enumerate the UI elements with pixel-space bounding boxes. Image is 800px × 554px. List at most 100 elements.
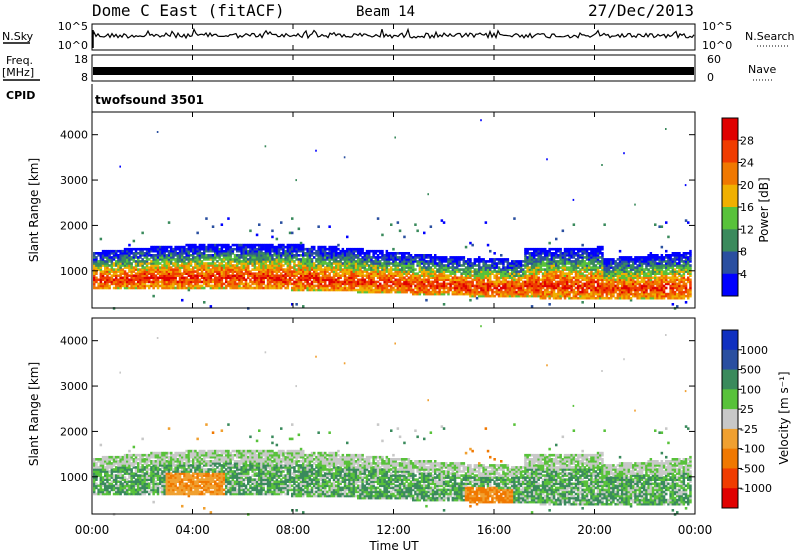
power-cell bbox=[295, 243, 298, 247]
power-cell bbox=[330, 270, 334, 273]
power-cell bbox=[326, 264, 329, 267]
power-cell bbox=[574, 292, 578, 296]
power-cell bbox=[385, 284, 389, 288]
power-cell bbox=[590, 252, 593, 255]
power-cell bbox=[341, 280, 345, 284]
power-cell bbox=[442, 286, 446, 290]
power-cell bbox=[442, 264, 446, 267]
power-cell bbox=[328, 272, 331, 275]
power-cell bbox=[192, 247, 195, 251]
power-cell bbox=[101, 262, 105, 265]
power-cell bbox=[159, 245, 162, 249]
power-cell bbox=[614, 272, 617, 275]
power-cell bbox=[178, 264, 182, 267]
power-cell bbox=[544, 282, 547, 286]
power-cell bbox=[343, 266, 347, 269]
power-cell bbox=[346, 252, 349, 255]
power-cell bbox=[634, 290, 637, 294]
power-cell bbox=[258, 252, 261, 255]
power-cell bbox=[280, 278, 283, 282]
power-cell bbox=[660, 266, 664, 269]
power-cell bbox=[614, 266, 617, 269]
power-cell bbox=[277, 247, 281, 251]
power-cell bbox=[414, 272, 417, 275]
power-cell bbox=[418, 286, 422, 290]
power-cell bbox=[299, 260, 303, 263]
power-cell bbox=[599, 245, 602, 249]
power-cell bbox=[588, 272, 591, 275]
power-cell bbox=[253, 268, 257, 271]
power-cell bbox=[121, 252, 125, 255]
power-cell bbox=[346, 280, 349, 284]
power-cell bbox=[409, 264, 413, 267]
power-cell bbox=[594, 296, 598, 300]
power-cell bbox=[299, 274, 303, 277]
power-cell bbox=[643, 280, 646, 284]
power-cell bbox=[497, 292, 501, 296]
power-cell bbox=[416, 229, 419, 233]
power-cell bbox=[482, 288, 485, 292]
power-cell bbox=[504, 290, 507, 294]
power-cell bbox=[610, 294, 613, 298]
power-cell bbox=[526, 282, 529, 286]
power-cell bbox=[299, 284, 303, 288]
power-cell bbox=[372, 272, 375, 275]
power-cell bbox=[566, 294, 569, 298]
power-cell bbox=[596, 290, 600, 294]
power-cell bbox=[581, 278, 584, 282]
power-cell bbox=[524, 290, 527, 294]
power-cell bbox=[106, 270, 109, 273]
power-cell bbox=[390, 223, 393, 226]
power-cell bbox=[170, 256, 173, 259]
power-cell bbox=[506, 282, 510, 286]
power-cell bbox=[475, 288, 479, 292]
power-cell bbox=[405, 252, 408, 255]
power-cell bbox=[198, 247, 202, 251]
power-cell bbox=[423, 292, 426, 296]
power-cell bbox=[264, 145, 267, 148]
power-cell bbox=[572, 292, 576, 296]
power-cell bbox=[552, 278, 556, 282]
power-cell bbox=[225, 252, 228, 255]
power-cell bbox=[277, 266, 281, 269]
power-cell bbox=[504, 280, 507, 284]
power-cell bbox=[225, 258, 228, 261]
power-cell bbox=[332, 276, 336, 280]
power-cell bbox=[599, 292, 602, 296]
power-cell bbox=[660, 282, 664, 286]
power-cell bbox=[156, 131, 159, 133]
power-cell bbox=[363, 264, 367, 267]
power-cell bbox=[581, 272, 584, 275]
power-cell bbox=[266, 278, 270, 282]
power-cell bbox=[526, 290, 529, 294]
power-cell bbox=[634, 292, 637, 296]
power-cell bbox=[649, 284, 653, 288]
power-cell bbox=[174, 254, 177, 257]
power-cell bbox=[636, 296, 639, 300]
power-cell bbox=[346, 268, 349, 271]
power-cell bbox=[640, 258, 644, 261]
power-cell bbox=[550, 294, 554, 298]
power-cell bbox=[187, 270, 191, 273]
power-cell bbox=[238, 286, 241, 290]
power-cell bbox=[297, 264, 301, 267]
power-cell bbox=[161, 278, 164, 282]
power-cell bbox=[321, 254, 325, 257]
power-cell bbox=[599, 260, 602, 263]
power-cell bbox=[561, 284, 565, 288]
power-cell bbox=[273, 258, 276, 261]
power-cell bbox=[627, 278, 631, 282]
power-cell bbox=[181, 278, 184, 282]
power-cell bbox=[607, 268, 611, 271]
power-cell bbox=[93, 256, 96, 259]
power-cell bbox=[253, 247, 257, 251]
power-cell bbox=[104, 278, 107, 282]
power-cell bbox=[649, 254, 653, 257]
power-cell bbox=[343, 252, 347, 255]
power-cell bbox=[220, 252, 224, 255]
power-cell bbox=[654, 282, 657, 286]
power-cell bbox=[513, 294, 516, 298]
power-cell bbox=[282, 264, 285, 267]
power-cell bbox=[258, 264, 261, 267]
power-cell bbox=[548, 258, 551, 261]
